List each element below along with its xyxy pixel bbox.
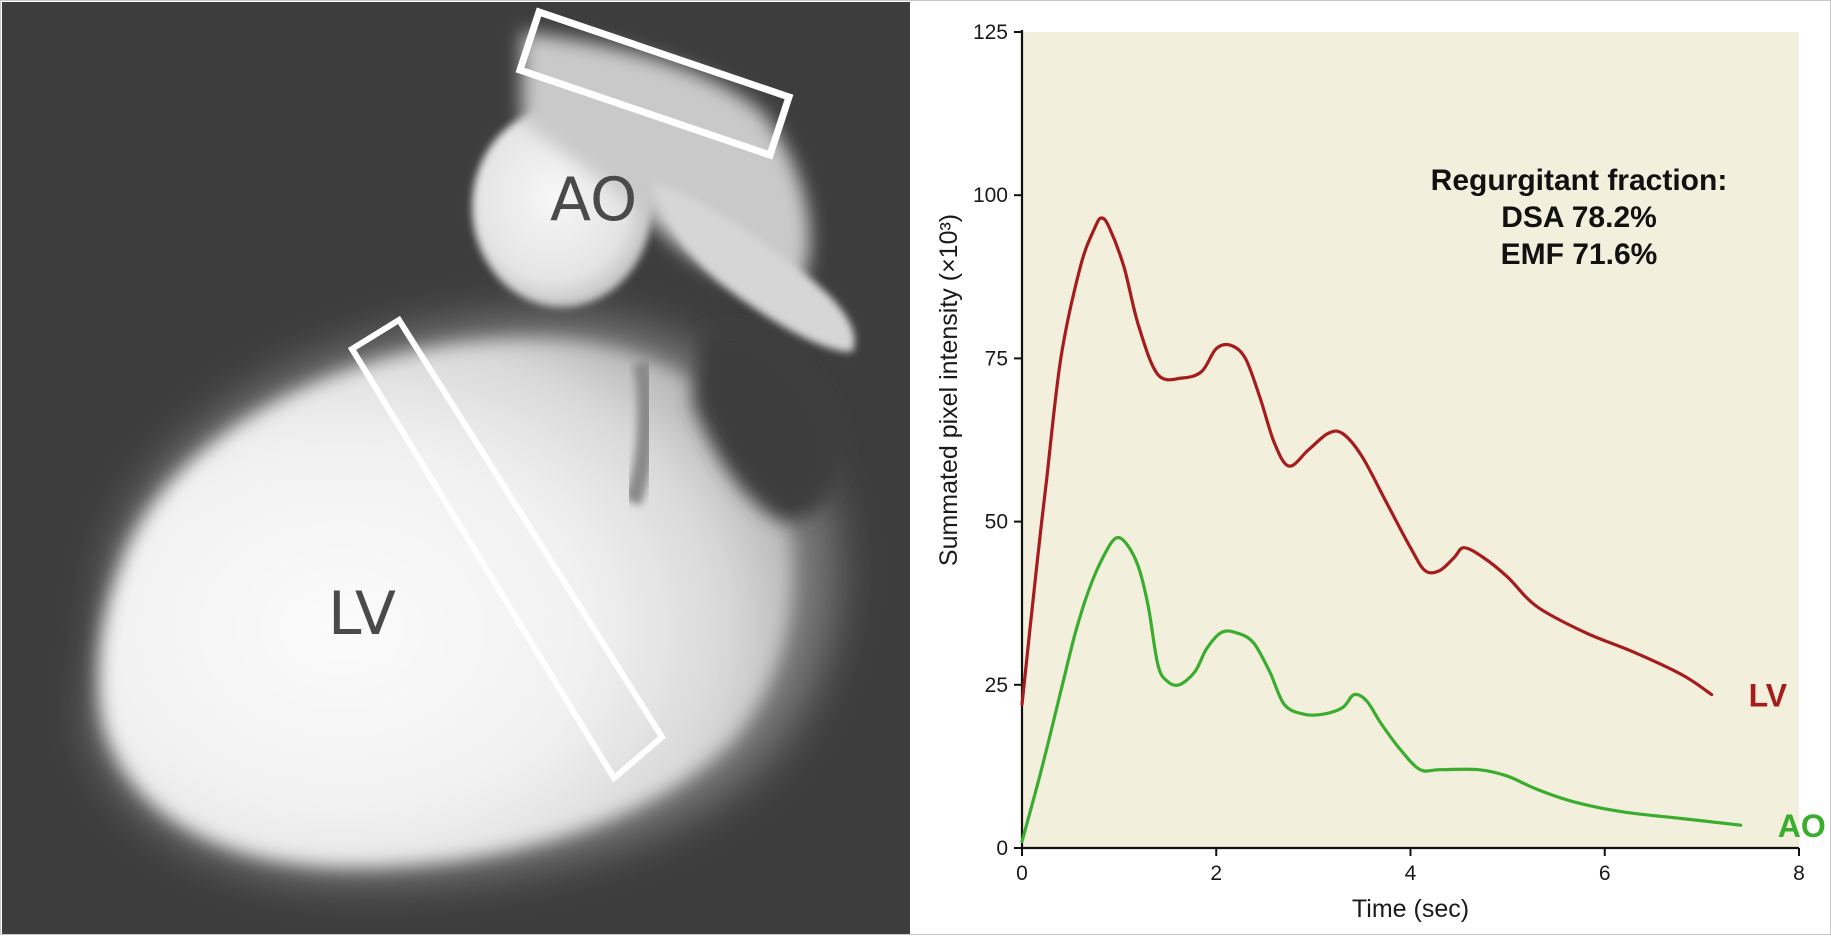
annotation-line-3: EMF 71.6% [1501,238,1658,271]
aortic-arch [652,182,855,352]
roi-box-aorta [515,7,794,160]
xray-label-lv: LV [328,579,396,649]
regurgitant-fraction-annotation: Regurgitant fraction: DSA 78.2% EMF 71.6… [1431,164,1728,271]
y-tick-label: 0 [996,837,1008,860]
x-tick-label: 0 [1016,862,1028,885]
y-tick-label: 100 [973,184,1008,207]
annotation-line-1: Regurgitant fraction: [1431,164,1728,197]
y-axis-title: Summated pixel intensity (×10³) [935,214,963,566]
series-layer: LV AO [1020,216,1826,844]
series-label-ao: AO [1778,808,1826,844]
axes: 0 25 50 75 100 125 0 2 4 6 8 [973,21,1805,885]
curve-chart: 0 25 50 75 100 125 0 2 4 6 8 LV AO Summated pixel i… [935,21,1826,923]
x-tick-label: 4 [1405,862,1417,885]
series-label-lv: LV [1749,678,1788,714]
vessel-shadow [623,360,656,507]
x-tick-label: 6 [1599,862,1611,885]
series-line-lv [1020,216,1714,706]
xray-label-ao: AO [550,165,637,235]
x-tick-label: 8 [1793,862,1805,885]
x-axis-title: Time (sec) [1352,895,1469,923]
y-tick-label: 125 [973,21,1008,44]
series-line-ao [1020,535,1743,844]
roi-box-lv [347,315,666,783]
y-tick-label: 50 [985,511,1008,534]
angiogram-image: AO LV [2,2,910,934]
angiogram-svg: AO LV [2,2,910,934]
left-ventricle-shape [98,338,794,867]
plot-background [1022,32,1799,848]
x-tick-label: 2 [1210,862,1222,885]
y-tick-label: 25 [985,674,1008,697]
dark-notch [692,327,844,522]
chart-panel: 0 25 50 75 100 125 0 2 4 6 8 LV AO Summated pixel i… [911,2,1831,934]
annotation-line-2: DSA 78.2% [1501,201,1657,234]
y-tick-label: 75 [985,347,1008,370]
